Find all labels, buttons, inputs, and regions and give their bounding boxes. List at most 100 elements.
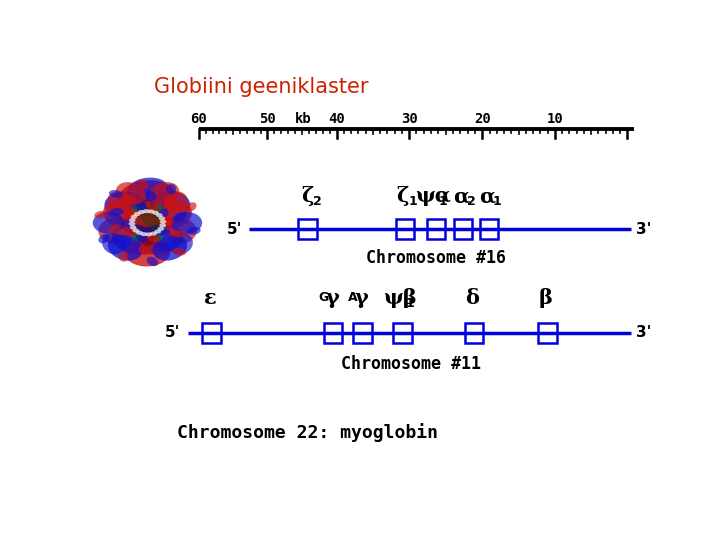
Ellipse shape [135,203,148,212]
Text: 1: 1 [405,297,414,310]
Ellipse shape [158,242,171,251]
Text: β: β [539,288,553,308]
Text: Chromosome 22: myoglobin: Chromosome 22: myoglobin [177,423,438,442]
Text: γ: γ [325,288,339,308]
Text: 60: 60 [190,112,207,126]
Ellipse shape [153,235,187,261]
Ellipse shape [150,191,190,221]
Text: ζ: ζ [302,186,314,206]
Ellipse shape [149,182,179,205]
Ellipse shape [108,235,143,261]
Text: α: α [480,186,495,206]
Text: ε: ε [204,288,216,308]
Text: Chromosome #11: Chromosome #11 [341,355,481,373]
Text: 5': 5' [165,326,181,341]
Ellipse shape [94,211,108,219]
Ellipse shape [160,220,166,224]
Text: A: A [348,291,358,304]
Text: 2: 2 [467,195,475,208]
Ellipse shape [122,219,135,227]
Ellipse shape [158,216,165,220]
Text: 3': 3' [636,326,651,341]
Bar [396,219,415,239]
Ellipse shape [171,230,185,238]
Text: Globiini geeniklaster: Globiini geeniklaster [154,77,369,97]
Ellipse shape [169,233,193,254]
Ellipse shape [107,191,132,213]
Text: 1: 1 [408,195,417,208]
Ellipse shape [134,212,140,216]
Ellipse shape [174,213,186,221]
Bar [464,322,483,343]
Ellipse shape [166,184,176,194]
Ellipse shape [99,219,130,244]
Text: 10: 10 [546,112,563,126]
Text: 3': 3' [636,221,651,237]
Ellipse shape [154,230,161,234]
Text: ψβ: ψβ [383,288,416,308]
Ellipse shape [148,234,160,242]
Ellipse shape [102,233,126,254]
Bar [427,219,445,239]
Bar [323,322,342,343]
Ellipse shape [166,219,197,244]
Bar [393,322,412,343]
Ellipse shape [126,227,137,237]
Ellipse shape [152,211,159,215]
Ellipse shape [118,180,176,215]
Ellipse shape [138,210,145,214]
Ellipse shape [145,191,156,200]
Ellipse shape [158,208,168,218]
Text: Chromosome #16: Chromosome #16 [366,249,506,267]
Ellipse shape [137,179,148,189]
Ellipse shape [159,201,192,228]
Ellipse shape [120,208,175,238]
Text: 5': 5' [226,221,242,237]
Text: G: G [318,291,328,304]
Ellipse shape [159,224,166,227]
Ellipse shape [99,234,110,244]
Ellipse shape [119,251,129,262]
Ellipse shape [150,232,157,235]
Text: ψα: ψα [415,186,451,206]
Ellipse shape [138,245,149,255]
Ellipse shape [124,195,138,203]
Ellipse shape [153,205,164,216]
Ellipse shape [136,231,143,235]
Text: γ: γ [355,288,369,308]
Ellipse shape [132,228,139,233]
Ellipse shape [161,219,174,227]
Ellipse shape [185,202,197,212]
Ellipse shape [171,212,202,234]
Ellipse shape [125,238,171,266]
Text: δ: δ [465,288,480,308]
Text: 1: 1 [493,195,502,208]
Ellipse shape [136,233,147,243]
Text: ζ: ζ [396,186,409,206]
Text: 2: 2 [313,195,322,208]
Ellipse shape [156,213,163,217]
Ellipse shape [131,215,138,219]
Text: kb: kb [294,112,312,126]
Ellipse shape [109,190,122,198]
Ellipse shape [165,197,175,207]
Ellipse shape [163,191,187,213]
Ellipse shape [120,238,130,248]
Ellipse shape [134,224,183,254]
Ellipse shape [112,224,161,254]
Ellipse shape [153,230,164,241]
Ellipse shape [116,182,145,205]
Bar [353,322,372,343]
Ellipse shape [143,209,150,213]
Ellipse shape [131,230,142,241]
Ellipse shape [156,228,170,236]
Ellipse shape [187,227,201,235]
Ellipse shape [131,205,142,216]
Text: α: α [453,186,469,206]
Ellipse shape [140,232,148,236]
Ellipse shape [148,202,158,213]
Ellipse shape [129,222,135,226]
Text: 30: 30 [401,112,418,126]
Ellipse shape [172,248,186,255]
Text: 20: 20 [474,112,490,126]
